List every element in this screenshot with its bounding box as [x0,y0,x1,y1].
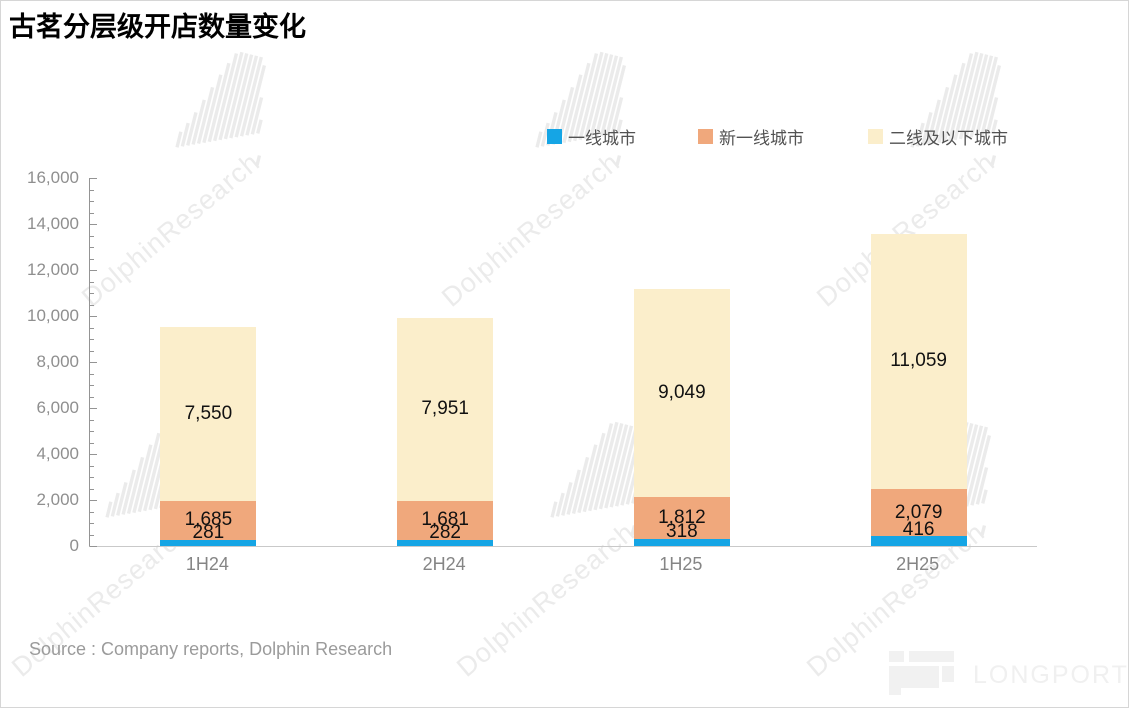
legend-swatch-tier1-icon [547,129,562,144]
y-axis-tick [90,339,94,340]
x-axis-tick-label: 2H24 [422,554,466,574]
bar-value-label: 9,049 [658,381,706,403]
bar-segment-2H25-tier3: 11,059 [870,234,967,489]
brand-logo-icon [889,651,904,662]
legend-label-tier3: 二线及以下城市 [889,129,1008,148]
y-axis-tick [90,396,94,398]
bar-segment-1H24-tier1 [160,539,257,546]
y-axis-tick [90,281,94,283]
y-axis-tick-label: 14,000 [27,214,79,233]
y-axis-tick-label: 4,000 [36,444,79,463]
bar-value-label: 11,059 [890,350,947,372]
brand-logo-icon [889,688,901,695]
bar-value-label: 7,951 [421,398,469,420]
y-axis-tick [90,316,97,317]
brand-logo-icon [889,666,939,688]
bar-segment-1H24-tier3: 7,550 [160,327,257,501]
y-axis-tick-label: 8,000 [36,352,79,371]
y-axis-tick [90,477,94,478]
y-axis-tick [90,327,94,329]
bar-value-label: 416 [902,518,935,540]
legend-swatch-tier3-icon [868,129,883,144]
y-axis-tick-label: 10,000 [27,306,79,325]
y-axis-tick [90,304,94,306]
bar-segment-2H25-tier1 [870,536,967,546]
page-title: 古茗分层级开店数量变化 [9,12,306,42]
y-axis-tick-label: 16,000 [27,168,79,187]
y-axis-tick [90,500,97,501]
brand-logo-icon [909,651,954,662]
y-axis-tick [90,385,94,386]
y-axis-tick [90,258,94,260]
y-axis-tick [90,247,94,248]
legend-label-tier1: 一线城市 [568,129,636,148]
brand-logo-text: LONGPORT [973,661,1129,689]
legend-item-tier2: 新一线城市 [698,124,804,149]
y-axis-tick [90,511,94,513]
y-axis-tick [90,224,97,225]
y-axis-tick [90,465,94,467]
y-axis-tick [90,454,97,455]
legend-label-tier2: 新一线城市 [719,129,804,148]
x-axis-tick-label: 1H24 [185,554,229,574]
y-axis-tick [90,189,94,191]
y-axis-tick [90,431,94,432]
legend-item-tier1: 一线城市 [547,124,636,149]
y-axis-tick-label: 6,000 [36,398,79,417]
y-axis-tick [90,270,97,271]
y-axis-tick-label: 12,000 [27,260,79,279]
y-axis-tick [90,212,94,214]
bar-value-label: 1,681 [421,509,469,531]
y-axis-tick [90,350,94,352]
y-axis-tick [90,442,94,444]
bar-value-label: 318 [666,521,698,543]
legend-swatch-tier2-icon [698,129,713,144]
y-axis-tick-label: 0 [69,536,79,555]
source-note: Source : Company reports, Dolphin Resear… [29,639,393,659]
y-axis-tick [90,201,94,202]
bar-segment-1H25-tier1 [633,538,730,546]
bar-value-label: 281 [192,522,225,544]
bar-segment-2H24-tier3: 7,951 [397,318,494,501]
y-axis-tick [90,534,94,536]
y-axis-tick [90,419,94,421]
y-axis-tick [90,362,97,363]
y-axis-tick-label: 2,000 [36,490,79,509]
bar-segment-1H25-tier3: 9,049 [633,288,730,498]
y-axis-tick [90,293,94,294]
brand-logo-icon [942,666,954,682]
bar-value-label: 1,685 [184,509,233,531]
x-axis-tick-label: 2H25 [896,554,940,574]
bar-value-label: 7,550 [184,402,233,424]
bar-segment-2H24-tier2: 1,681 [397,500,494,540]
bar-segment-1H25-tier2: 1,812 [633,497,730,539]
y-axis-tick [90,178,97,179]
y-axis-tick [90,546,97,547]
bar-value-label: 1,812 [658,506,706,528]
y-axis-tick [90,523,94,524]
y-axis-tick [90,235,94,237]
bar-segment-2H24-tier1 [397,539,494,546]
y-axis-tick [90,408,97,409]
plot-area: 281 1,685 7,550 282 1,681 7,951 318 1,812 9,049 4… [89,178,1037,547]
y-axis-tick [90,373,94,375]
bar-value-label: 282 [429,522,461,544]
y-axis-tick [90,488,94,490]
x-axis-tick-label: 1H25 [659,554,703,574]
legend-item-tier3: 二线及以下城市 [868,124,1008,149]
